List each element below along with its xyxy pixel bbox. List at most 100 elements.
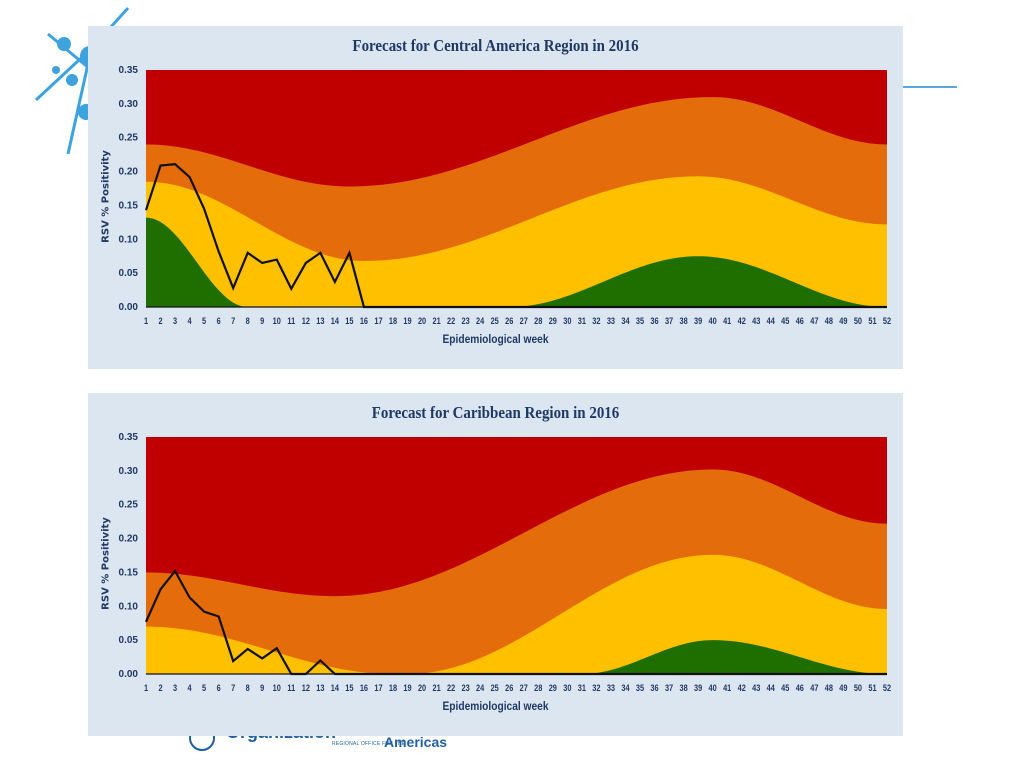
y-tick-label: 0.05 <box>119 268 139 279</box>
x-tick-label: 50 <box>854 316 863 326</box>
x-tick-label: 17 <box>374 683 383 693</box>
x-tick-label: 34 <box>621 316 630 326</box>
x-tick-label: 21 <box>432 316 441 326</box>
footer-americas-text: Americas <box>384 734 448 750</box>
x-tick-label: 6 <box>217 683 221 693</box>
x-tick-label: 23 <box>462 683 471 693</box>
x-tick-label: 41 <box>723 316 732 326</box>
x-tick-label: 26 <box>505 316 514 326</box>
x-tick-label: 32 <box>592 683 601 693</box>
x-tick-label: 30 <box>563 316 572 326</box>
x-tick-label: 7 <box>231 316 235 326</box>
x-tick-label: 9 <box>260 316 264 326</box>
y-tick-label: 0.20 <box>119 167 139 178</box>
x-tick-label: 48 <box>825 683 834 693</box>
chart-panel-central-america: Forecast for Central America Region in 2… <box>88 26 903 369</box>
x-tick-label: 22 <box>447 683 456 693</box>
x-tick-label: 20 <box>418 683 427 693</box>
y-tick-label: 0.15 <box>119 567 139 578</box>
y-tick-label: 0.00 <box>119 669 139 680</box>
x-tick-label: 39 <box>694 683 703 693</box>
x-tick-label: 51 <box>868 316 877 326</box>
x-tick-label: 43 <box>752 683 761 693</box>
x-tick-label: 43 <box>752 316 761 326</box>
y-tick-label: 0.05 <box>119 635 139 646</box>
x-tick-label: 29 <box>549 683 558 693</box>
x-tick-label: 33 <box>607 683 616 693</box>
x-tick-label: 10 <box>273 316 282 326</box>
header-rule <box>903 86 957 88</box>
x-tick-label: 40 <box>709 683 718 693</box>
x-tick-label: 11 <box>287 683 295 693</box>
x-tick-label: 18 <box>389 683 398 693</box>
x-tick-label: 31 <box>578 316 587 326</box>
y-tick-label: 0.10 <box>119 234 139 245</box>
y-tick-label: 0.25 <box>119 500 139 511</box>
x-tick-label: 12 <box>302 316 311 326</box>
x-tick-label: 2 <box>158 683 162 693</box>
x-tick-label: 8 <box>246 316 250 326</box>
chart-title: Forecast for Caribbean Region in 2016 <box>371 403 620 422</box>
y-tick-label: 0.35 <box>119 432 139 443</box>
series-line-observed <box>144 162 887 309</box>
x-tick-label: 15 <box>345 683 354 693</box>
x-tick-label: 2 <box>158 316 162 326</box>
x-tick-label: 4 <box>188 316 192 326</box>
x-tick-label: 39 <box>694 316 703 326</box>
x-tick-label: 51 <box>868 683 877 693</box>
x-tick-label: 13 <box>316 683 325 693</box>
x-tick-label: 38 <box>679 316 688 326</box>
x-tick-label: 9 <box>260 683 264 693</box>
x-tick-label: 24 <box>476 683 485 693</box>
x-tick-label: 28 <box>534 316 543 326</box>
x-tick-label: 19 <box>403 316 412 326</box>
footer-regional-text: REGIONAL OFFICE FOR THE <box>332 741 406 747</box>
x-tick-label: 3 <box>173 683 177 693</box>
x-tick-label: 31 <box>578 683 587 693</box>
x-tick-label: 45 <box>781 316 790 326</box>
x-tick-label: 12 <box>302 683 311 693</box>
x-tick-label: 36 <box>650 683 659 693</box>
x-tick-label: 4 <box>188 683 192 693</box>
x-tick-label: 46 <box>796 683 805 693</box>
y-tick-label: 0.10 <box>119 601 139 612</box>
x-tick-label: 46 <box>796 316 805 326</box>
x-tick-label: 42 <box>738 316 747 326</box>
x-tick-label: 20 <box>418 316 427 326</box>
x-tick-label: 48 <box>825 316 834 326</box>
x-tick-label: 44 <box>767 683 776 693</box>
y-tick-label: 0.30 <box>119 99 139 110</box>
y-tick-label: 0.15 <box>119 200 139 211</box>
x-tick-label: 29 <box>549 316 558 326</box>
x-tick-label: 27 <box>520 683 529 693</box>
chart-title: Forecast for Central America Region in 2… <box>352 36 639 55</box>
chart-caribbean: 0.000.050.100.150.200.250.300.351 2 3 4 5 6 7 8… <box>119 432 892 693</box>
x-tick-label: 32 <box>592 316 601 326</box>
x-tick-label: 23 <box>462 316 471 326</box>
x-tick-label: 7 <box>231 683 235 693</box>
x-tick-label: 50 <box>854 683 863 693</box>
x-tick-label: 35 <box>636 683 645 693</box>
x-tick-label: 34 <box>621 683 630 693</box>
band-seasonal <box>146 640 887 674</box>
x-tick-label: 5 <box>202 316 206 326</box>
chart-central-america: 0.000.050.100.150.200.250.300.351 2 3 4 5 6 7 8… <box>119 65 892 326</box>
x-tick-label: 41 <box>723 683 732 693</box>
x-tick-label: 47 <box>810 316 819 326</box>
x-tick-label: 49 <box>839 683 848 693</box>
x-tick-label: 30 <box>563 683 572 693</box>
series-line-observed <box>144 569 887 676</box>
x-tick-label: 22 <box>447 316 456 326</box>
x-tick-label: 24 <box>476 316 485 326</box>
x-tick-label: 37 <box>665 316 674 326</box>
y-axis-label: RSV % Positivity <box>100 517 112 610</box>
y-tick-label: 0.20 <box>119 534 139 545</box>
x-tick-label: 47 <box>810 683 819 693</box>
x-tick-label: 33 <box>607 316 616 326</box>
y-tick-label: 0.25 <box>119 133 139 144</box>
x-tick-label: 42 <box>738 683 747 693</box>
y-tick-label: 0.00 <box>119 302 139 313</box>
x-tick-label: 1 <box>144 683 148 693</box>
y-axis-label: RSV % Positivity <box>100 150 112 243</box>
x-tick-label: 14 <box>331 316 340 326</box>
